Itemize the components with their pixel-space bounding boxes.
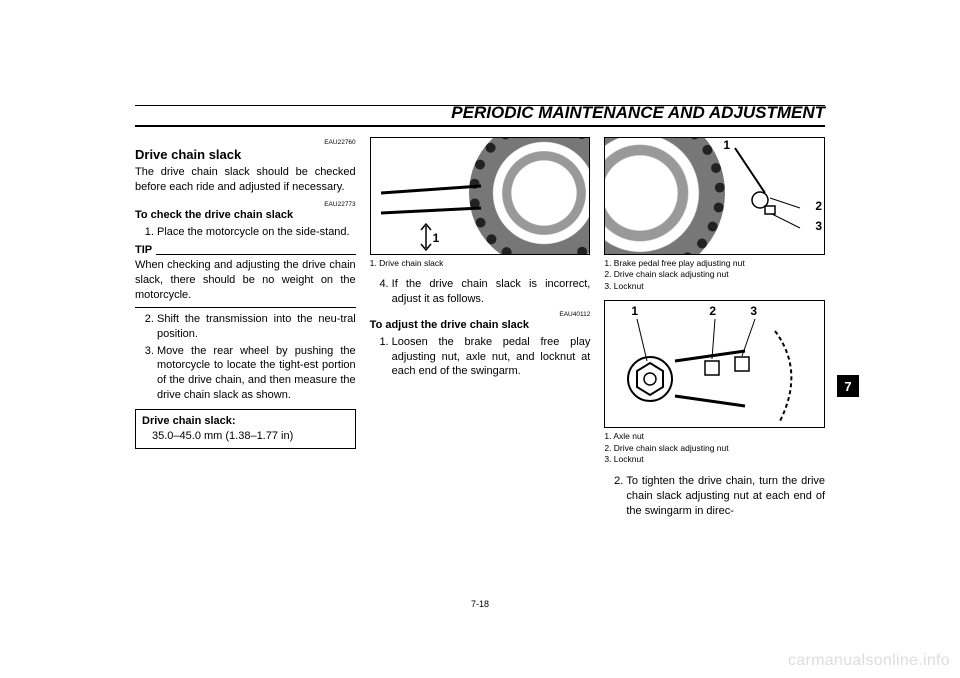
adjust-subtitle: To adjust the drive chain slack [370, 318, 591, 333]
figure3-svg-icon [605, 301, 824, 427]
figure3-captions: 1. Axle nut 2. Drive chain slack adjusti… [604, 431, 825, 465]
column-1: EAU22760 Drive chain slack The drive cha… [135, 137, 356, 587]
chapter-tab: 7 [837, 375, 859, 397]
figure1-caption-1: 1. Drive chain slack [370, 258, 591, 269]
figure-axle-nut: 1 2 3 [604, 300, 825, 428]
figure1-label-1: 1 [433, 230, 440, 246]
adjust-step-1: Loosen the brake pedal free play adjusti… [392, 335, 591, 380]
check-step-2: Shift the transmission into the neu-tral… [157, 312, 356, 342]
figure-lines-icon [371, 138, 590, 254]
watermark-text: carmanualsonline.info [788, 652, 950, 670]
figure2-lines-icon [605, 138, 824, 254]
spec-label: Drive chain slack: [142, 414, 349, 429]
tip-rule-bottom [135, 307, 356, 308]
figure2-captions: 1. Brake pedal free play adjusting nut 2… [604, 258, 825, 292]
figure3-label-3: 3 [750, 303, 757, 319]
check-step-4: If the drive chain slack is incorrect, a… [370, 277, 591, 307]
figure3-caption-1: 1. Axle nut [604, 431, 825, 442]
figure2-caption-1: 1. Brake pedal free play adjusting nut [604, 258, 825, 269]
adjust-step-2-text: To tighten the drive chain, turn the dri… [626, 474, 825, 519]
intro-text: The drive chain slack should be checked … [135, 165, 356, 195]
section-title: Drive chain slack [135, 146, 356, 164]
figure3-caption-3: 3. Locknut [604, 454, 825, 465]
figure2-caption-2: 2. Drive chain slack adjusting nut [604, 269, 825, 280]
spec-box: Drive chain slack: 35.0–45.0 mm (1.38–1.… [135, 409, 356, 449]
figure-brake-nut: 1 2 3 [604, 137, 825, 255]
check-subtitle: To check the drive chain slack [135, 208, 356, 223]
figure2-caption-3: 3. Locknut [604, 281, 825, 292]
tip-rule [156, 254, 356, 255]
check-steps-cont: Shift the transmission into the neu-tral… [135, 312, 356, 403]
check-steps: Place the motorcycle on the side-stand. [135, 225, 356, 240]
page-title: PERIODIC MAINTENANCE AND ADJUSTMENT [451, 103, 825, 123]
figure-chain-slack: 1 [370, 137, 591, 255]
content-columns: EAU22760 Drive chain slack The drive cha… [135, 137, 825, 587]
header-rule-bottom [135, 125, 825, 127]
figure2-label-2: 2 [815, 198, 822, 214]
column-2: 1 1. Drive chain slack If the drive chai… [370, 137, 591, 587]
tip-label: TIP [135, 243, 152, 258]
check-step-1: Place the motorcycle on the side-stand. [157, 225, 356, 240]
tip-body: When checking and adjusting the drive ch… [135, 258, 356, 303]
column-3: 1 2 3 1. Brake pedal free play adjusting… [604, 137, 825, 587]
figure3-caption-2: 2. Drive chain slack adjusting nut [604, 443, 825, 454]
tip-heading: TIP [135, 243, 356, 258]
spec-value: 35.0–45.0 mm (1.38–1.77 in) [142, 429, 349, 444]
step-4-text: If the drive chain slack is incorrect, a… [392, 277, 591, 307]
check-step-3: Move the rear wheel by pushing the motor… [157, 344, 356, 403]
page-number: 7-18 [471, 599, 489, 609]
figure3-label-1: 1 [631, 303, 638, 319]
figure3-label-2: 2 [709, 303, 716, 319]
figure1-captions: 1. Drive chain slack [370, 258, 591, 269]
figure2-label-3: 3 [815, 218, 822, 234]
figure2-label-1: 1 [723, 137, 730, 153]
manual-page: PERIODIC MAINTENANCE AND ADJUSTMENT EAU2… [135, 105, 825, 615]
adjust-step-2: To tighten the drive chain, turn the dri… [604, 474, 825, 519]
adjust-steps: Loosen the brake pedal free play adjusti… [370, 335, 591, 380]
